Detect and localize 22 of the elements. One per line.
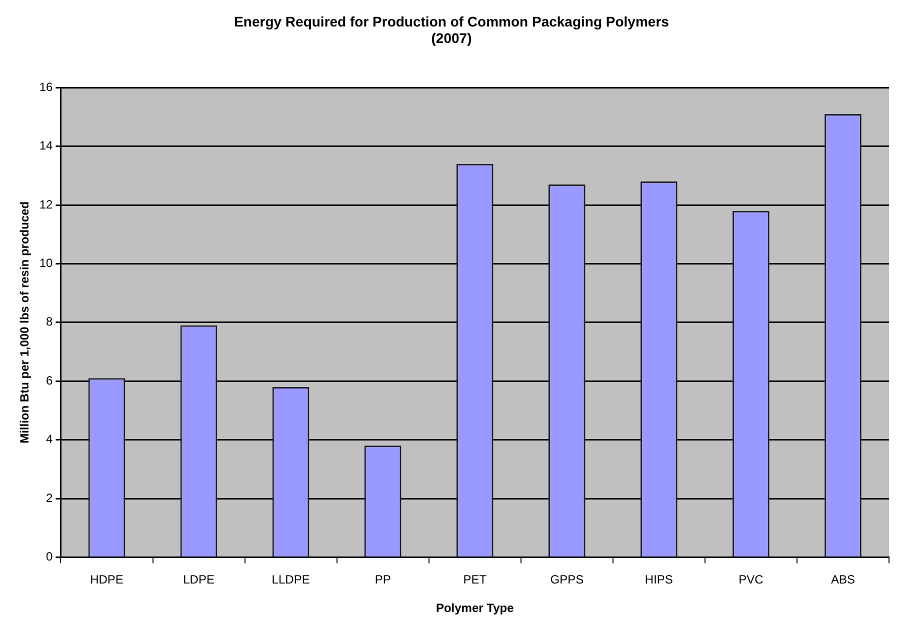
x-tick-label: GPPS <box>550 572 584 587</box>
chart-title: Energy Required for Production of Common Packaging Polymers <box>234 13 670 30</box>
x-tick-label: PP <box>374 572 391 587</box>
x-tick-label: PVC <box>738 572 764 587</box>
x-tick-label: ABS <box>830 572 855 587</box>
x-axis-title: Polymer Type <box>436 601 514 616</box>
y-tick-label: 16 <box>39 80 54 94</box>
x-tick-label: HIPS <box>644 572 673 587</box>
x-tick-label: LDPE <box>183 572 214 587</box>
y-tick-label: 14 <box>39 138 54 153</box>
y-tick-label: 10 <box>39 256 54 270</box>
y-tick-label: 4 <box>46 432 54 446</box>
x-tick-label: LLDPE <box>272 572 310 587</box>
y-tick-label: 6 <box>46 373 54 388</box>
y-tick-label: 12 <box>39 197 54 212</box>
chart-subtitle: (2007) <box>431 30 472 46</box>
y-tick-label: 2 <box>46 490 54 505</box>
y-tick-label: 0 <box>46 550 54 564</box>
y-axis-title: Million Btu per 1,000 lbs of resin produced <box>18 201 32 444</box>
x-tick-label: HDPE <box>90 572 124 587</box>
y-tick-label: 8 <box>46 314 54 329</box>
x-tick-label: PET <box>463 572 488 587</box>
